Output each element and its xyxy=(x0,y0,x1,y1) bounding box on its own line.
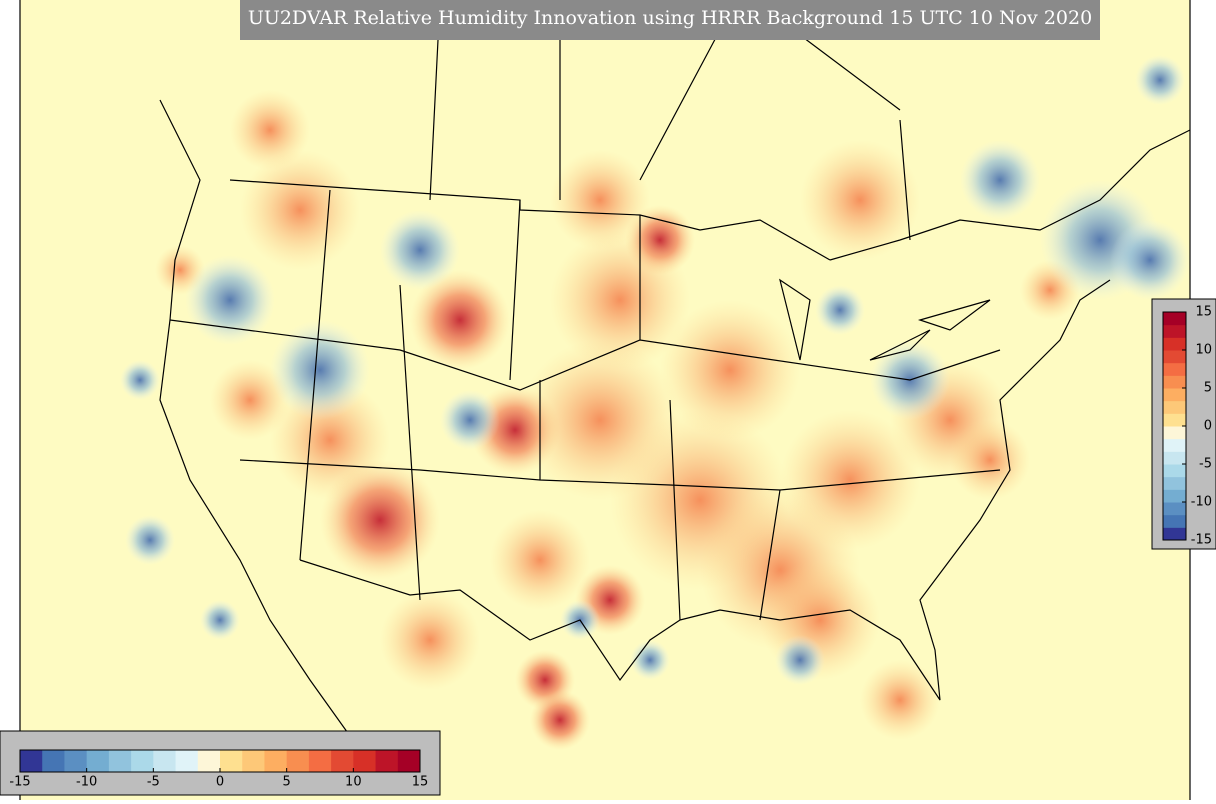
boundaries xyxy=(19,0,1191,800)
field-blob xyxy=(630,640,670,680)
colorbar-tick-label: 10 xyxy=(1195,343,1212,358)
colorbar-tick-label: 15 xyxy=(412,775,429,790)
colorbar-segment xyxy=(153,750,177,772)
colorbar-tick-label: -5 xyxy=(147,775,160,790)
great-lakes xyxy=(779,278,991,361)
mexico-border xyxy=(299,559,681,682)
colorbar-tick-label: -15 xyxy=(9,775,30,790)
field-blob xyxy=(860,660,940,740)
canada-border-east xyxy=(829,129,1191,261)
colorbar-segment xyxy=(375,750,399,772)
colorbar-tick-label: -15 xyxy=(1191,533,1212,548)
field-blob xyxy=(240,150,360,270)
west-coast xyxy=(159,99,361,751)
colorbar-segment xyxy=(20,750,43,772)
field-blob xyxy=(550,150,650,250)
field-blob xyxy=(380,210,460,290)
field-blob xyxy=(780,410,920,550)
colorbar-segment xyxy=(1163,527,1186,541)
colorbar-segment xyxy=(1163,489,1186,503)
field-blob xyxy=(775,635,825,685)
field-blob xyxy=(530,690,590,750)
colorbar-segment xyxy=(353,750,377,772)
colorbar-segment xyxy=(1163,362,1186,376)
field-blob xyxy=(200,600,240,640)
colorbar-segment xyxy=(264,750,288,772)
colorbar-segment xyxy=(1163,438,1186,452)
field-blob xyxy=(380,590,480,690)
title: UU2DVAR Relative Humidity Innovation usi… xyxy=(248,7,1092,29)
field-blob xyxy=(950,420,1030,500)
colorbar-tick-label: 0 xyxy=(216,775,224,790)
colorbar-segment xyxy=(1163,312,1186,326)
colorbar-tick-label: 5 xyxy=(283,775,291,790)
colorbar-segment xyxy=(197,750,221,772)
colorbar-segment xyxy=(1163,476,1186,490)
title-box xyxy=(240,0,1100,40)
colorbar-segment xyxy=(220,750,243,772)
field-blob xyxy=(125,515,175,565)
field-blob xyxy=(660,300,800,440)
colorbar-segment xyxy=(1163,324,1186,338)
colorbar-segment xyxy=(1163,451,1186,465)
colorbar-tick-label: -5 xyxy=(1199,457,1212,472)
colorbar-segment xyxy=(1163,502,1186,516)
field-blob xyxy=(270,320,370,420)
colorbar-tick-label: -10 xyxy=(76,775,97,790)
state-line-2 xyxy=(239,459,1001,491)
field-blob xyxy=(440,390,500,450)
field-blob xyxy=(410,270,510,370)
field-blob xyxy=(550,230,690,370)
colorbar-segment xyxy=(42,750,65,772)
colorbar-tick-label: 10 xyxy=(345,775,362,790)
colorbar-tick-label: 15 xyxy=(1195,305,1212,320)
colorbar-segment xyxy=(1163,375,1186,389)
colorbar-segment xyxy=(242,750,265,772)
innovation-field xyxy=(120,55,1190,750)
colorbar-segment xyxy=(108,750,132,772)
colorbar-segment xyxy=(286,750,310,772)
colorbar-segment xyxy=(1163,337,1186,351)
colorbar-segment xyxy=(64,750,88,772)
colorbar-segment xyxy=(308,750,332,772)
state-lines xyxy=(299,189,781,621)
colorbar-segment xyxy=(331,750,354,772)
colorbar-segment xyxy=(175,750,199,772)
field-blob xyxy=(185,255,275,345)
colorbar-tick-label: 0 xyxy=(1204,419,1212,434)
field-blob xyxy=(1110,220,1190,300)
colorbar-tick-label: 5 xyxy=(1204,381,1212,396)
field-blob xyxy=(815,285,865,335)
colorbar-segment xyxy=(1163,464,1186,478)
colorbar-segment xyxy=(1163,413,1186,427)
colorbar-segment xyxy=(1163,426,1186,440)
colorbars: -15 -10 -5 0 5 10 15 15 10 5 0 -5 -10 -15 xyxy=(9,305,1212,790)
colorbar-tick-label: -10 xyxy=(1191,495,1212,510)
colorbar-segment xyxy=(1163,350,1186,364)
field-blob xyxy=(210,360,290,440)
colorbar-segment xyxy=(1163,514,1186,528)
field-blob xyxy=(230,90,310,170)
field-blob xyxy=(490,510,590,610)
east-coast xyxy=(679,279,1111,701)
colorbar-segment xyxy=(86,750,110,772)
colorbar-segment xyxy=(131,750,154,772)
colorbar-segment xyxy=(397,750,421,772)
field-blob xyxy=(800,140,920,260)
field-blob xyxy=(960,140,1040,220)
field-blob xyxy=(120,360,160,400)
colorbar-segment xyxy=(1163,388,1186,402)
province-lines xyxy=(429,0,911,241)
colorbar-segment xyxy=(1163,400,1186,414)
field-blob xyxy=(1135,55,1185,105)
